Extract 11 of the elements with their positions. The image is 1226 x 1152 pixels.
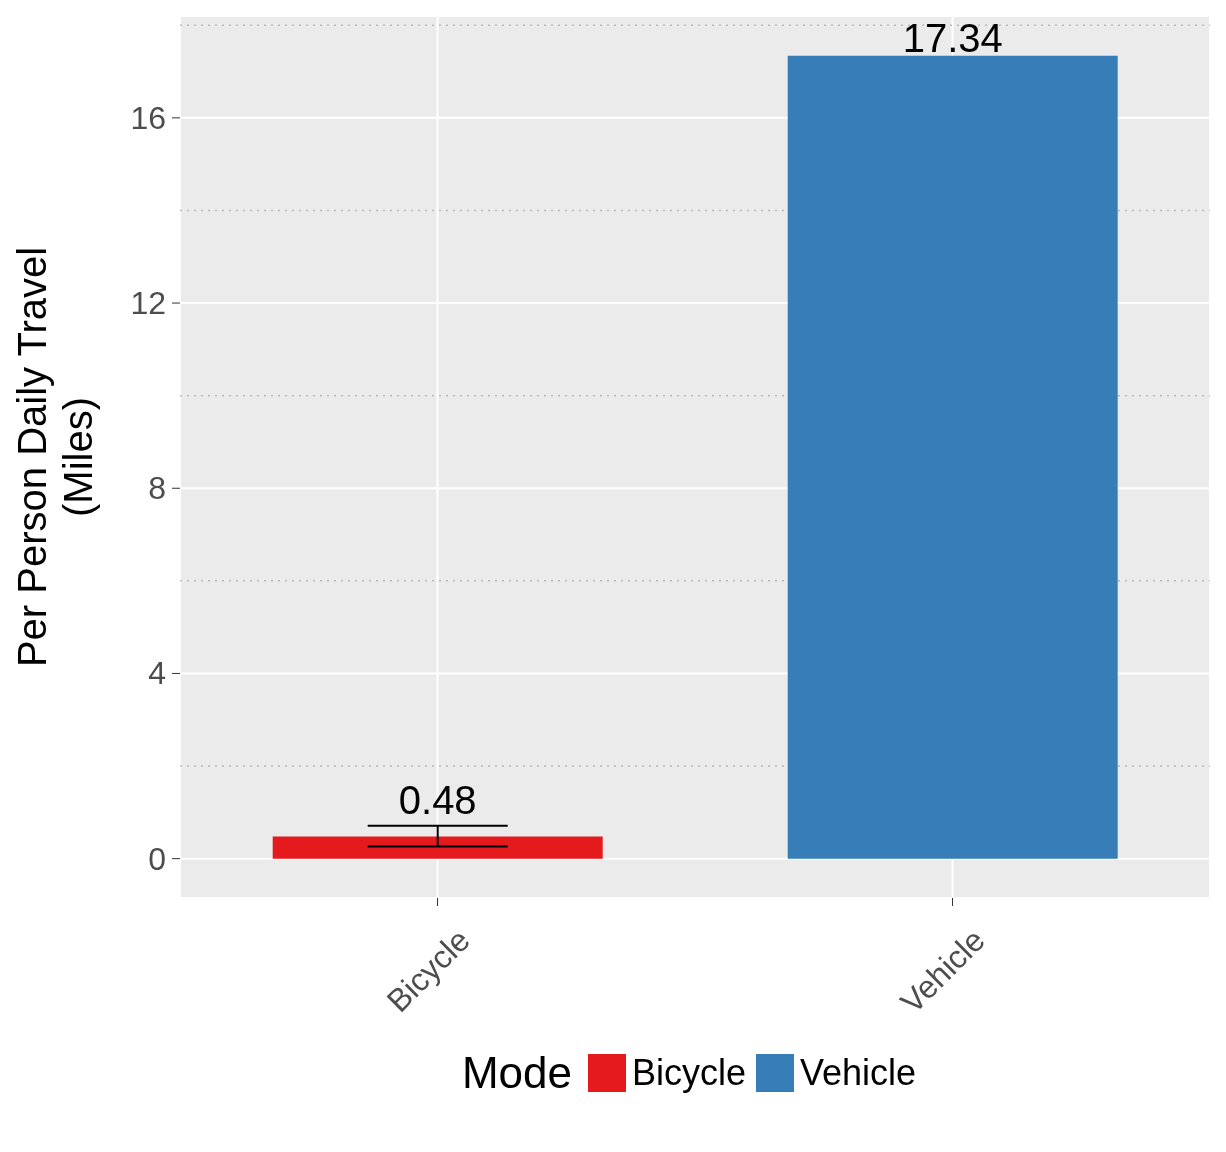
y-axis-title: Per Person Daily Travel (Miles): [10, 246, 100, 668]
legend-label: Bicycle: [631, 1052, 746, 1094]
data-label: 0.48: [398, 778, 477, 823]
y-tick-label: 12: [130, 285, 166, 322]
data-label: 17.34: [902, 15, 1003, 60]
y-tick-label: 0: [148, 840, 166, 877]
y-tick-label: 4: [148, 655, 166, 692]
y-tick-label: 8: [148, 470, 166, 507]
y-tick-label: 16: [130, 99, 166, 136]
legend-title: Mode: [461, 1048, 572, 1098]
legend-label: Vehicle: [800, 1052, 917, 1094]
